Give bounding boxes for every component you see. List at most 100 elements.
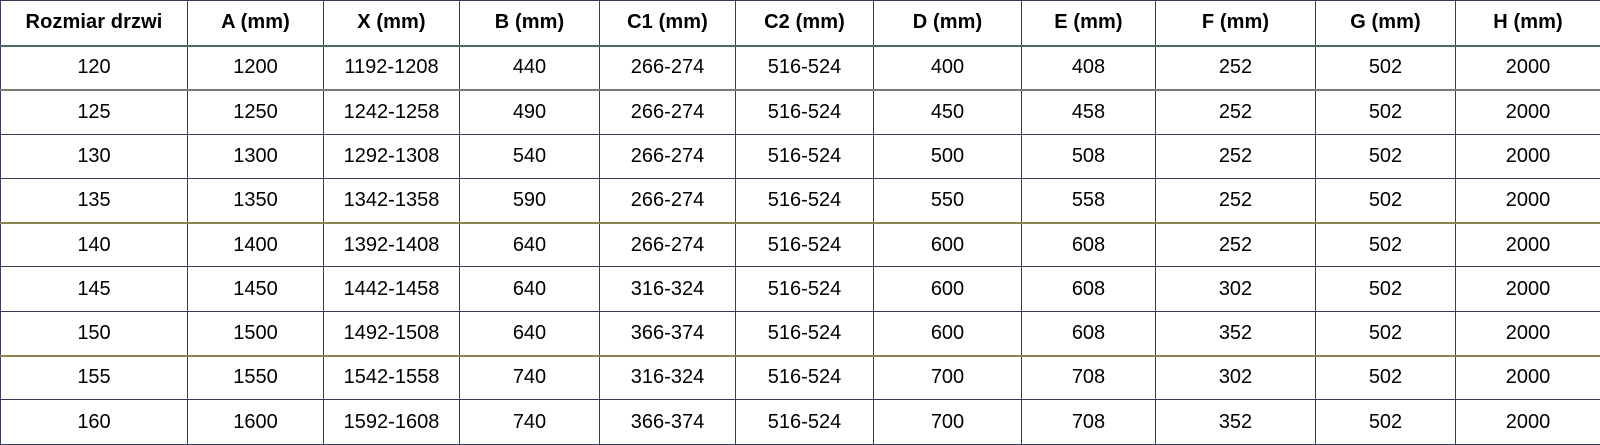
cell-x: 1492-1508: [324, 311, 460, 355]
cell-g: 502: [1316, 223, 1456, 267]
cell-e: 608: [1022, 223, 1156, 267]
cell-f: 352: [1156, 311, 1316, 355]
column-header-f: F (mm): [1156, 1, 1316, 46]
cell-e: 558: [1022, 178, 1156, 222]
cell-d: 500: [874, 134, 1022, 178]
cell-size: 145: [1, 267, 188, 311]
column-header-size: Rozmiar drzwi: [1, 1, 188, 46]
cell-c2: 516-524: [736, 90, 874, 134]
cell-size: 120: [1, 46, 188, 90]
cell-f: 252: [1156, 134, 1316, 178]
cell-x: 1292-1308: [324, 134, 460, 178]
column-header-c1: C1 (mm): [600, 1, 736, 46]
cell-d: 600: [874, 267, 1022, 311]
cell-a: 1550: [188, 356, 324, 400]
cell-c1: 266-274: [600, 46, 736, 90]
cell-g: 502: [1316, 311, 1456, 355]
cell-a: 1600: [188, 400, 324, 444]
cell-x: 1542-1558: [324, 356, 460, 400]
cell-d: 700: [874, 400, 1022, 444]
cell-e: 708: [1022, 356, 1156, 400]
cell-g: 502: [1316, 267, 1456, 311]
cell-size: 150: [1, 311, 188, 355]
cell-f: 252: [1156, 178, 1316, 222]
cell-a: 1300: [188, 134, 324, 178]
cell-d: 700: [874, 356, 1022, 400]
cell-b: 640: [460, 311, 600, 355]
column-header-e: E (mm): [1022, 1, 1156, 46]
cell-g: 502: [1316, 178, 1456, 222]
cell-size: 130: [1, 134, 188, 178]
cell-c1: 266-274: [600, 223, 736, 267]
cell-c2: 516-524: [736, 356, 874, 400]
cell-c1: 266-274: [600, 134, 736, 178]
cell-a: 1400: [188, 223, 324, 267]
column-header-c2: C2 (mm): [736, 1, 874, 46]
cell-c1: 366-374: [600, 400, 736, 444]
cell-e: 708: [1022, 400, 1156, 444]
cell-size: 155: [1, 356, 188, 400]
cell-c2: 516-524: [736, 311, 874, 355]
cell-c1: 316-324: [600, 267, 736, 311]
cell-x: 1242-1258: [324, 90, 460, 134]
column-header-g: G (mm): [1316, 1, 1456, 46]
cell-g: 502: [1316, 90, 1456, 134]
cell-c2: 516-524: [736, 223, 874, 267]
cell-e: 408: [1022, 46, 1156, 90]
cell-f: 302: [1156, 356, 1316, 400]
cell-size: 160: [1, 400, 188, 444]
cell-c2: 516-524: [736, 400, 874, 444]
cell-c2: 516-524: [736, 46, 874, 90]
cell-c1: 266-274: [600, 178, 736, 222]
cell-b: 640: [460, 223, 600, 267]
cell-a: 1200: [188, 46, 324, 90]
cell-size: 125: [1, 90, 188, 134]
cell-size: 135: [1, 178, 188, 222]
cell-c2: 516-524: [736, 178, 874, 222]
cell-e: 608: [1022, 267, 1156, 311]
cell-x: 1392-1408: [324, 223, 460, 267]
column-header-a: A (mm): [188, 1, 324, 46]
cell-h: 2000: [1456, 46, 1600, 90]
cell-b: 540: [460, 134, 600, 178]
cell-c2: 516-524: [736, 267, 874, 311]
cell-c1: 366-374: [600, 311, 736, 355]
cell-h: 2000: [1456, 134, 1600, 178]
cell-f: 302: [1156, 267, 1316, 311]
cell-d: 450: [874, 90, 1022, 134]
cell-x: 1442-1458: [324, 267, 460, 311]
cell-size: 140: [1, 223, 188, 267]
cell-f: 252: [1156, 223, 1316, 267]
cell-c1: 266-274: [600, 90, 736, 134]
column-header-d: D (mm): [874, 1, 1022, 46]
cell-a: 1450: [188, 267, 324, 311]
cell-b: 740: [460, 356, 600, 400]
cell-h: 2000: [1456, 223, 1600, 267]
cell-c2: 516-524: [736, 134, 874, 178]
cell-f: 252: [1156, 90, 1316, 134]
cell-b: 590: [460, 178, 600, 222]
cell-a: 1500: [188, 311, 324, 355]
cell-f: 252: [1156, 46, 1316, 90]
cell-d: 550: [874, 178, 1022, 222]
cell-g: 502: [1316, 400, 1456, 444]
cell-c1: 316-324: [600, 356, 736, 400]
cell-g: 502: [1316, 134, 1456, 178]
cell-e: 458: [1022, 90, 1156, 134]
cell-e: 608: [1022, 311, 1156, 355]
cell-x: 1342-1358: [324, 178, 460, 222]
cell-f: 352: [1156, 400, 1316, 444]
cell-b: 440: [460, 46, 600, 90]
cell-d: 600: [874, 223, 1022, 267]
